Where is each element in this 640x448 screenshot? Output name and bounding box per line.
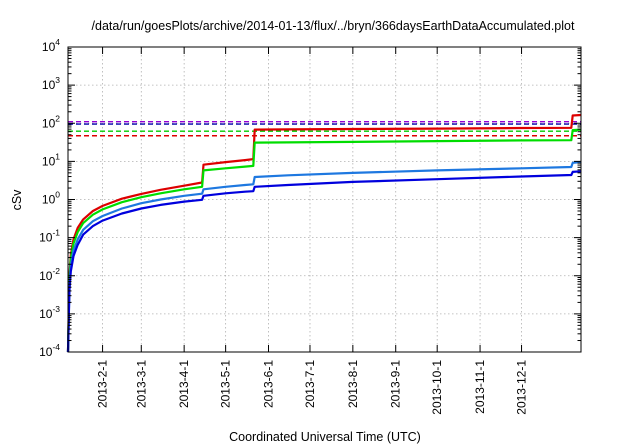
x-tick-label: 2013-5-1 (219, 360, 233, 408)
threshold-lines (68, 120, 581, 137)
x-tick-label: 2013-3-1 (134, 360, 148, 408)
y-tick-label: 101 (42, 151, 60, 168)
x-tick-label: 2013-9-1 (389, 360, 403, 408)
y-tick-label: 102 (42, 113, 60, 130)
y-axis: 10-4 10-3 10-2 10-1 100 101 102 103 104 (39, 37, 581, 359)
series-line (66, 161, 582, 353)
x-tick-label: 2013-10-1 (430, 360, 444, 415)
grid (68, 47, 581, 352)
x-tick-label: 2013-4-1 (177, 360, 191, 408)
x-tick-label: 2013-2-1 (96, 360, 110, 408)
y-tick-label: 104 (42, 37, 60, 54)
series-line (66, 170, 582, 353)
x-tick-label: 2013-11-1 (473, 360, 487, 414)
y-tick-label: 10-1 (39, 228, 60, 245)
x-tick-label: 2013-7-1 (303, 360, 317, 408)
y-axis-label: cSv (10, 189, 24, 211)
y-tick-label: 10-2 (39, 266, 60, 283)
x-axis-label: Coordinated Universal Time (UTC) (229, 430, 421, 444)
chart-title: /data/run/goesPlots/archive/2014-01-13/f… (92, 19, 575, 33)
y-tick-label: 100 (42, 190, 60, 207)
y-tick-label: 103 (42, 75, 60, 92)
x-tick-label: 2013-12-1 (515, 360, 529, 415)
x-tick-label: 2013-6-1 (261, 360, 275, 408)
series-line (66, 128, 582, 353)
series-line (66, 113, 582, 353)
y-tick-label: 10-3 (39, 304, 60, 321)
x-axis: 2013-2-1 2013-3-1 2013-4-1 2013-5-1 2013-6-1… (96, 47, 529, 415)
series-lines (66, 113, 582, 353)
y-tick-label: 10-4 (39, 342, 60, 359)
x-tick-label: 2013-8-1 (346, 360, 360, 408)
